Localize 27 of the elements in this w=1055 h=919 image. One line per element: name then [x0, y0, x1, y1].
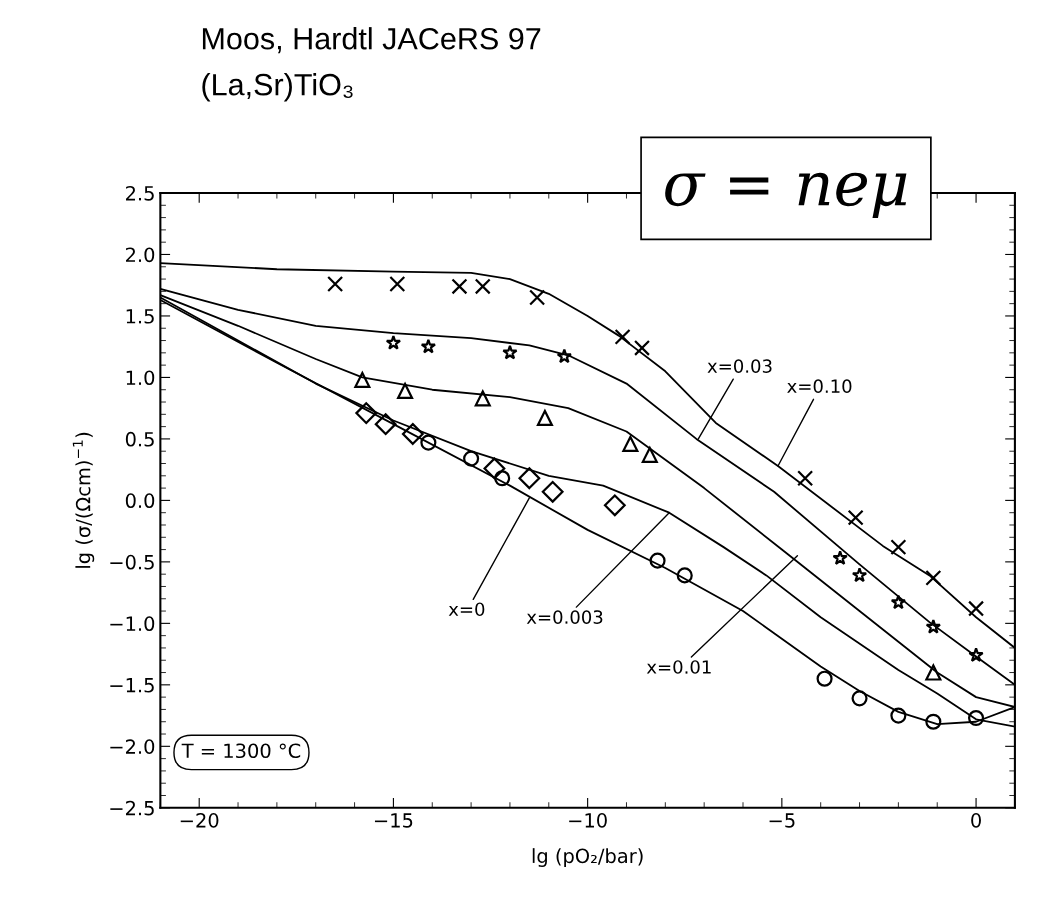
y-tick-label: −1.5: [110, 678, 154, 693]
annotation: x=0.10: [787, 379, 852, 394]
x-tick-label: −20: [180, 813, 219, 828]
x-tick-label: 0: [971, 813, 981, 828]
annotation: x=0.003: [526, 610, 603, 624]
y-tick-label: −1.0: [110, 616, 155, 632]
annotation: σ = neμ: [665, 172, 907, 218]
annotation: T = 1300 °C: [181, 743, 301, 759]
y-tick-label: 2.0: [126, 247, 155, 263]
y-tick-label: −0.5: [110, 554, 154, 570]
y-tick-label: 1.0: [126, 370, 155, 386]
y-tick-label: 1.5: [126, 309, 154, 324]
y-axis-title: lg (σ/(Ωcm)$^{−1}$): [72, 432, 95, 568]
annotation: x=0.01: [646, 660, 711, 674]
x-tick-label: −10: [569, 813, 607, 828]
x-tick-label: −15: [374, 813, 413, 828]
y-tick-label: 0.5: [125, 431, 154, 447]
y-tick-label: −2.0: [110, 739, 155, 754]
chart-subtitle: (La,Sr)TiO₃: [202, 73, 353, 102]
y-tick-label: 2.5: [126, 185, 154, 201]
x-axis-title: lg (pO₂/bar): [532, 848, 643, 867]
y-tick-label: −2.5: [110, 800, 154, 816]
y-tick-label: 0.0: [125, 493, 155, 509]
annotation: x=0: [448, 602, 485, 617]
chart-title: Moos, Hardtl JACeRS 97: [202, 27, 541, 54]
x-tick-label: −5: [769, 813, 795, 828]
annotation: x=0.03: [707, 359, 772, 373]
